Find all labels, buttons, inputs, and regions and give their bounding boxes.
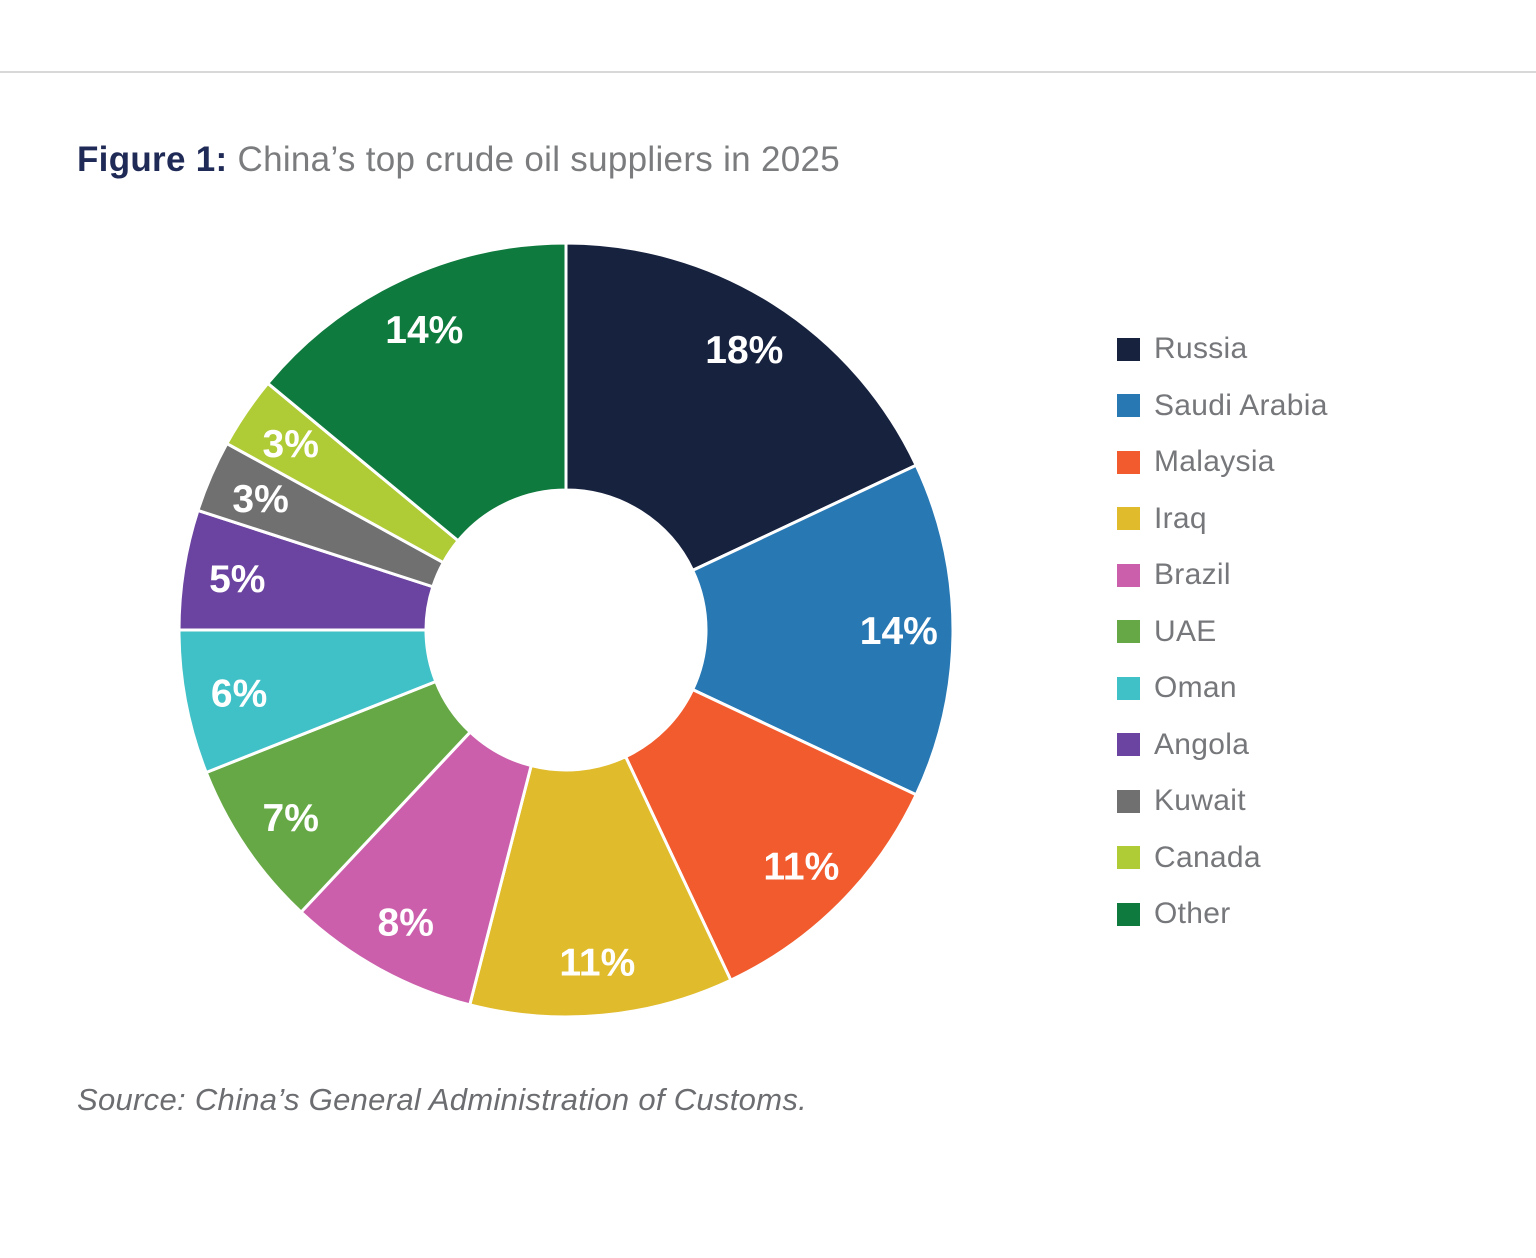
slice-data-label: 14% [385, 309, 463, 352]
slice-data-label: 7% [263, 797, 319, 840]
legend-label: Other [1154, 897, 1231, 930]
pie-slice-russia [564, 241, 918, 572]
legend-label: Angola [1154, 727, 1250, 761]
legend-item-malaysia: Malaysia [1117, 445, 1328, 479]
slice-data-label: 3% [263, 423, 319, 466]
top-divider [0, 71, 1536, 73]
pie-slice-other [266, 241, 568, 543]
legend-swatch [1117, 563, 1140, 587]
slice-data-label: 3% [232, 478, 288, 521]
pie-slice-iraq [468, 755, 733, 1019]
legend-swatch [1117, 733, 1140, 756]
legend-label: Kuwait [1154, 784, 1246, 817]
legend-swatch [1117, 337, 1140, 361]
legend-item-russia: Russia [1117, 332, 1328, 366]
legend-label: Malaysia [1154, 445, 1275, 478]
figure-title: Figure 1: China’s top crude oil suppliers… [77, 140, 840, 180]
figure-title-text: China’s top crude oil suppliers in 2025 [237, 140, 841, 179]
legend-swatch [1117, 789, 1140, 813]
legend-swatch [1117, 620, 1140, 643]
legend-swatch [1117, 450, 1140, 474]
legend-label: Oman [1154, 671, 1237, 704]
legend-item-kuwait: Kuwait [1117, 784, 1328, 818]
slice-data-label: 14% [860, 610, 938, 653]
legend-item-iraq: Iraq [1117, 502, 1328, 536]
pie-slice-saudi-arabia [691, 463, 955, 797]
figure-label: Figure 1: [77, 140, 228, 179]
legend-item-angola: Angola [1117, 728, 1328, 762]
source-note: Source: China’s General Administration o… [77, 1082, 808, 1117]
slice-data-label: 11% [559, 941, 635, 984]
legend-swatch [1117, 846, 1140, 869]
legend-label: Iraq [1154, 501, 1207, 535]
legend-label: Canada [1154, 840, 1261, 874]
legend-label: Russia [1154, 332, 1248, 365]
legend-item-other: Other [1117, 897, 1328, 931]
slice-data-label: 6% [211, 672, 267, 715]
legend-item-uae: UAE [1117, 615, 1328, 649]
slice-data-label: 8% [378, 902, 434, 945]
legend-label: UAE [1154, 614, 1217, 648]
legend-swatch [1117, 394, 1140, 417]
legend-item-canada: Canada [1117, 841, 1328, 875]
chart-legend: Russia Saudi Arabia Malaysia Iraq Brazil UAE O… [1117, 332, 1328, 954]
legend-label: Brazil [1154, 558, 1231, 591]
legend-swatch [1117, 676, 1140, 700]
legend-item-brazil: Brazil [1117, 558, 1328, 592]
legend-item-saudi-arabia: Saudi Arabia [1117, 389, 1328, 423]
legend-label: Saudi Arabia [1154, 388, 1328, 422]
legend-swatch [1117, 902, 1140, 926]
slice-data-label: 18% [705, 329, 783, 372]
legend-swatch [1117, 507, 1140, 530]
legend-item-oman: Oman [1117, 671, 1328, 705]
slice-data-label: 5% [209, 558, 265, 601]
slice-data-label: 11% [763, 845, 839, 888]
